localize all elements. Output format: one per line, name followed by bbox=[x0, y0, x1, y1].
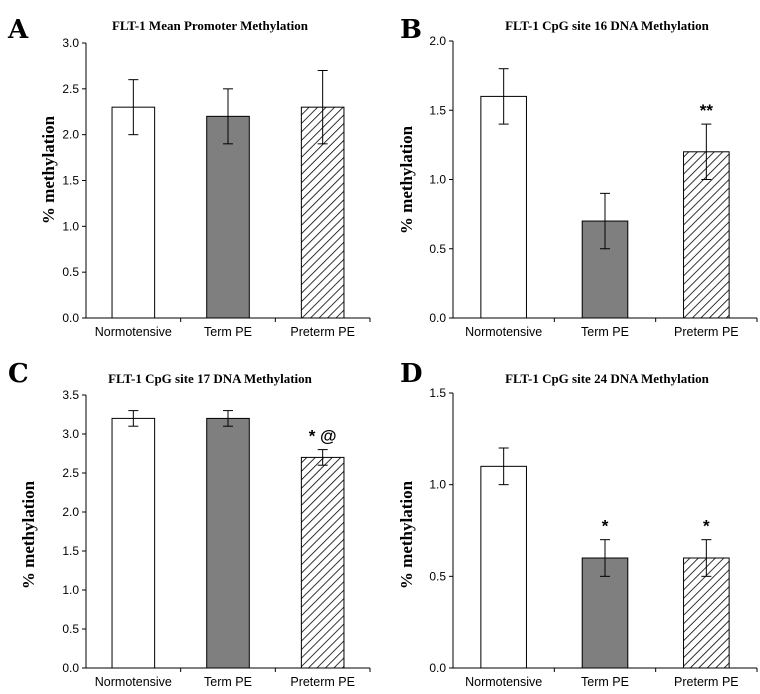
y-tick-label: 1.5 bbox=[429, 103, 446, 117]
bar-normotensive bbox=[111, 417, 156, 669]
x-tick-label: Preterm PE bbox=[674, 675, 739, 689]
y-tick-label: 2.5 bbox=[62, 82, 79, 96]
x-tick-label: Normotensive bbox=[95, 325, 172, 339]
x-tick-label: Term PE bbox=[581, 675, 629, 689]
y-tick-label: 1.5 bbox=[62, 174, 79, 188]
panel-letter: D bbox=[400, 359, 423, 389]
chart-title: FLT-1 CpG site 16 DNA Methylation bbox=[505, 18, 710, 33]
y-tick-label: 3.0 bbox=[62, 427, 79, 441]
x-tick-label: Term PE bbox=[581, 325, 629, 339]
significance-label: * @ bbox=[309, 427, 337, 446]
bar-normotensive bbox=[480, 95, 527, 319]
y-axis-label: % methylation bbox=[397, 125, 416, 234]
chart-panel-b: B FLT-1 CpG site 16 DNA Methylation % meth… bbox=[397, 15, 758, 339]
x-tick-label: Normotensive bbox=[465, 325, 542, 339]
x-tick-label: Normotensive bbox=[95, 675, 172, 689]
y-tick-label: 1.0 bbox=[429, 478, 446, 492]
y-tick-label: 2.0 bbox=[62, 128, 79, 142]
chart-panel-d: D FLT-1 CpG site 24 DNA Methylation % meth… bbox=[397, 359, 758, 689]
chart-title: FLT-1 CpG site 24 DNA Methylation bbox=[505, 371, 710, 386]
significance-label: * bbox=[703, 517, 710, 536]
y-tick-label: 1.5 bbox=[429, 386, 446, 400]
y-tick-label: 0.0 bbox=[429, 661, 446, 675]
bar-normotensive bbox=[111, 106, 156, 319]
x-tick-label: Term PE bbox=[204, 675, 252, 689]
y-tick-label: 0.5 bbox=[62, 265, 79, 279]
bar-preterm-pe bbox=[300, 456, 345, 669]
y-tick-label: 0.0 bbox=[62, 661, 79, 675]
chart-title: FLT-1 CpG site 17 DNA Methylation bbox=[108, 371, 313, 386]
y-tick-label: 1.0 bbox=[62, 219, 79, 233]
y-axis-label: % methylation bbox=[19, 480, 38, 589]
y-tick-label: 0.5 bbox=[429, 242, 446, 256]
x-tick-label: Term PE bbox=[204, 325, 252, 339]
y-axis-label: % methylation bbox=[397, 480, 416, 589]
significance-label: ** bbox=[700, 101, 714, 120]
y-tick-label: 1.5 bbox=[62, 544, 79, 558]
chart-panel-c: C FLT-1 CpG site 17 DNA Methylation % meth… bbox=[8, 359, 371, 689]
significance-label: * bbox=[602, 517, 609, 536]
panel-letter: C bbox=[8, 359, 29, 389]
x-tick-label: Preterm PE bbox=[290, 325, 355, 339]
x-tick-label: Preterm PE bbox=[290, 675, 355, 689]
y-tick-label: 2.0 bbox=[62, 505, 79, 519]
bar-term-pe bbox=[206, 115, 250, 319]
y-tick-label: 2.0 bbox=[429, 34, 446, 48]
x-tick-label: Normotensive bbox=[465, 675, 542, 689]
y-tick-label: 0.5 bbox=[429, 569, 446, 583]
panel-letter: A bbox=[7, 15, 29, 45]
y-axis-label: % methylation bbox=[39, 115, 58, 224]
y-tick-label: 0.0 bbox=[62, 311, 79, 325]
y-tick-label: 2.5 bbox=[62, 466, 79, 480]
bar-term-pe bbox=[206, 417, 250, 669]
y-tick-label: 0.5 bbox=[62, 622, 79, 636]
bar-normotensive bbox=[480, 465, 527, 669]
chart-panel-a: A FLT-1 Mean Promoter Methylation % methyl… bbox=[7, 15, 371, 339]
x-tick-label: Preterm PE bbox=[674, 325, 739, 339]
chart-title: FLT-1 Mean Promoter Methylation bbox=[112, 18, 309, 33]
panel-letter: B bbox=[400, 15, 422, 45]
y-tick-label: 3.0 bbox=[62, 36, 79, 50]
y-tick-label: 1.0 bbox=[62, 583, 79, 597]
y-tick-label: 3.5 bbox=[62, 388, 79, 402]
y-tick-label: 1.0 bbox=[429, 173, 446, 187]
y-tick-label: 0.0 bbox=[429, 311, 446, 325]
